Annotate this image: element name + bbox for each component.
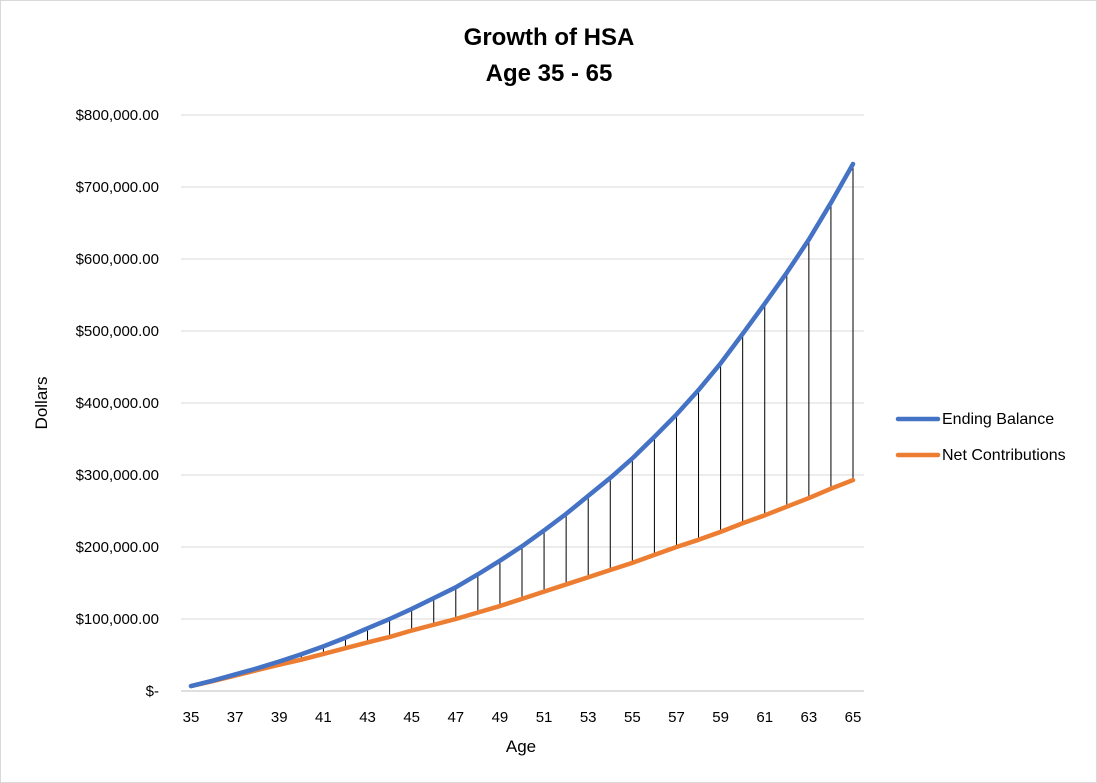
- series-lines: [188, 161, 856, 689]
- chart-title-line1: Growth of HSA: [464, 24, 635, 51]
- y-tick-label: $800,000.00: [76, 107, 159, 124]
- x-tick-label: 59: [712, 709, 729, 726]
- x-tick-label: 57: [668, 709, 685, 726]
- drop-lines: [212, 163, 854, 682]
- x-tick-label: 61: [756, 709, 773, 726]
- x-tick-label: 51: [536, 709, 553, 726]
- y-tick-label: $500,000.00: [76, 323, 159, 340]
- x-tick-label: 37: [227, 709, 244, 726]
- x-tick-label: 65: [845, 709, 862, 726]
- x-tick-label: 63: [801, 709, 818, 726]
- x-tick-label: 47: [447, 709, 464, 726]
- y-tick-label: $700,000.00: [76, 179, 159, 196]
- y-tick-label: $-: [146, 683, 159, 700]
- chart-title-line2: Age 35 - 65: [486, 60, 613, 87]
- x-axis-title: Age: [506, 737, 536, 756]
- y-axis-tick-labels: $- $100,000.00 $200,000.00 $300,000.00 $400,…: [76, 107, 159, 700]
- x-tick-label: 39: [271, 709, 288, 726]
- x-tick-label: 49: [492, 709, 509, 726]
- y-tick-label: $600,000.00: [76, 251, 159, 268]
- y-tick-label: $300,000.00: [76, 467, 159, 484]
- x-tick-label: 43: [359, 709, 376, 726]
- y-tick-label: $100,000.00: [76, 611, 159, 628]
- series-line-ending-balance: [188, 161, 856, 689]
- y-tick-label: $400,000.00: [76, 395, 159, 412]
- legend-label: Net Contributions: [942, 447, 1066, 464]
- x-tick-label: 55: [624, 709, 641, 726]
- x-axis-tick-labels: 35 37 39 41 43 45 47 49 51 53 55 57 59 61 63 65: [183, 709, 862, 726]
- x-tick-label: 45: [403, 709, 420, 726]
- y-tick-label: $200,000.00: [76, 539, 159, 556]
- legend-label: Ending Balance: [942, 411, 1054, 428]
- series-line-net-contributions: [188, 477, 856, 689]
- legend: Ending Balance Net Contributions: [895, 411, 1066, 464]
- gridlines: [181, 114, 864, 692]
- x-tick-label: 41: [315, 709, 332, 726]
- x-tick-label: 35: [183, 709, 200, 726]
- y-axis-title: Dollars: [32, 377, 51, 430]
- x-tick-label: 53: [580, 709, 597, 726]
